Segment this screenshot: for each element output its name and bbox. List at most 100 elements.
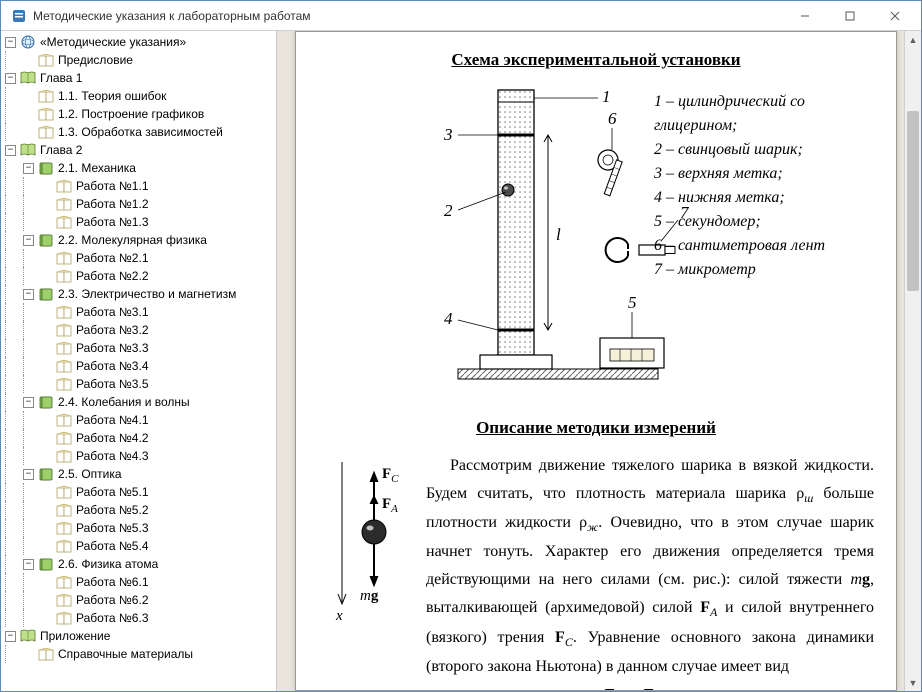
tree-item[interactable]: Работа №3.2 (1, 321, 276, 339)
scroll-down-arrow[interactable]: ▼ (905, 674, 921, 691)
pages-icon (56, 412, 72, 428)
tree-item[interactable]: Работа №3.3 (1, 339, 276, 357)
tree-item[interactable]: −2.5. Оптика (1, 465, 276, 483)
tree-item[interactable]: Работа №5.1 (1, 483, 276, 501)
scheme-legend: 1 – цилиндрический со глицерином; 2 – св… (654, 90, 874, 282)
tree-item[interactable]: Предисловие (1, 51, 276, 69)
tree-item[interactable]: − 2.4. Колебания и волны (1, 393, 276, 411)
tree-label: Работа №2.1 (76, 251, 149, 265)
tree-label: Работа №5.4 (76, 539, 149, 553)
tree-item[interactable]: − Приложение (1, 627, 276, 645)
tree-item[interactable]: Работа №5.3 (1, 519, 276, 537)
pages-icon (38, 106, 54, 122)
close-button[interactable] (872, 1, 917, 30)
tree-label: Глава 1 (40, 71, 82, 85)
svg-text:6: 6 (608, 109, 617, 128)
svg-text:3: 3 (443, 125, 453, 144)
tree-label: 2.1. Механика (58, 161, 136, 175)
tree-label: Приложение (40, 629, 110, 643)
tree-label: Справочные материалы (58, 647, 193, 661)
tree-item[interactable]: Работа №3.1 (1, 303, 276, 321)
tree-label: Работа №3.5 (76, 377, 149, 391)
maximize-button[interactable] (827, 1, 872, 30)
pages-icon (38, 646, 54, 662)
tree-item[interactable]: Справочные материалы (1, 645, 276, 663)
vertical-scrollbar[interactable]: ▲ ▼ (904, 31, 921, 691)
tree-label: Работа №1.3 (76, 215, 149, 229)
tree-toggle[interactable]: − (5, 37, 16, 48)
tree-item[interactable]: Работа №4.3 (1, 447, 276, 465)
book-icon (38, 286, 54, 302)
app-icon (11, 8, 27, 24)
pages-icon (56, 502, 72, 518)
tree-item[interactable]: Работа №4.1 (1, 411, 276, 429)
tree-label: Предисловие (58, 53, 133, 67)
tree-toggle[interactable]: − (23, 559, 34, 570)
pages-icon (56, 574, 72, 590)
tree-item[interactable]: −Глава 2 (1, 141, 276, 159)
tree-item[interactable]: Работа №2.1 (1, 249, 276, 267)
tree-item[interactable]: Работа №6.1 (1, 573, 276, 591)
tree-label: «Методические указания» (40, 35, 186, 49)
tree-item[interactable]: Работа №5.4 (1, 537, 276, 555)
tree-item[interactable]: Работа №4.2 (1, 429, 276, 447)
book-icon (20, 142, 36, 158)
book-icon (38, 232, 54, 248)
tree-toggle[interactable]: − (23, 469, 34, 480)
tree-label: Работа №2.2 (76, 269, 149, 283)
tree-label: 2.4. Колебания и волны (58, 395, 190, 409)
tree-item[interactable]: − 2.1. Механика (1, 159, 276, 177)
tree-item[interactable]: Работа №2.2 (1, 267, 276, 285)
pages-icon (56, 376, 72, 392)
tree-toggle[interactable]: − (5, 631, 16, 642)
titlebar: Методические указания к лабораторным раб… (1, 1, 921, 31)
tree-label: Работа №6.1 (76, 575, 149, 589)
tree-item[interactable]: Работа №3.5 (1, 375, 276, 393)
tree-item[interactable]: − 2.6. Физика атома (1, 555, 276, 573)
pages-icon (38, 88, 54, 104)
svg-text:4: 4 (444, 309, 453, 328)
tree-item[interactable]: 1.1. Теория ошибок (1, 87, 276, 105)
tree-sidebar[interactable]: −«Методические указания»Предисловие−Глав… (1, 31, 277, 691)
tree-item[interactable]: Работа №3.4 (1, 357, 276, 375)
document-page: Схема экспериментальной установки (295, 31, 897, 691)
tree-label: Работа №5.3 (76, 521, 149, 535)
svg-text:2: 2 (444, 201, 453, 220)
description-block: x FC FA (318, 452, 874, 681)
tree-toggle[interactable]: − (23, 397, 34, 408)
pages-icon (56, 214, 72, 230)
tree-item[interactable]: −2.2. Молекулярная физика (1, 231, 276, 249)
tree-item[interactable]: −2.3. Электричество и магнетизм (1, 285, 276, 303)
tree-item[interactable]: Работа №1.2 (1, 195, 276, 213)
tree-item[interactable]: Работа №1.3 (1, 213, 276, 231)
pages-icon (56, 196, 72, 212)
tree-label: 2.6. Физика атома (58, 557, 158, 571)
pages-icon (38, 124, 54, 140)
tree-toggle[interactable]: − (23, 163, 34, 174)
scroll-up-arrow[interactable]: ▲ (905, 31, 921, 48)
window-title: Методические указания к лабораторным раб… (33, 9, 782, 23)
pages-icon (56, 448, 72, 464)
tree-item[interactable]: 1.3. Обработка зависимостей (1, 123, 276, 141)
tree-label: 1.2. Построение графиков (58, 107, 204, 121)
tree-item[interactable]: − Глава 1 (1, 69, 276, 87)
pages-icon (56, 304, 72, 320)
tree-label: Работа №3.4 (76, 359, 149, 373)
tree-toggle[interactable]: − (23, 235, 34, 246)
tree-item[interactable]: Работа №6.2 (1, 591, 276, 609)
pages-icon (38, 52, 54, 68)
tree-item[interactable]: 1.2. Построение графиков (1, 105, 276, 123)
tree-item[interactable]: Работа №6.3 (1, 609, 276, 627)
pages-icon (56, 592, 72, 608)
tree-item[interactable]: − «Методические указания» (1, 33, 276, 51)
svg-text:5: 5 (628, 293, 637, 312)
tree-label: 1.1. Теория ошибок (58, 89, 166, 103)
minimize-button[interactable] (782, 1, 827, 30)
tree-toggle[interactable]: − (23, 289, 34, 300)
tree-toggle[interactable]: − (5, 145, 16, 156)
tree-item[interactable]: Работа №5.2 (1, 501, 276, 519)
scroll-thumb[interactable] (907, 111, 919, 291)
newton-formula: ma = mg + FA + FC , (318, 685, 874, 691)
tree-item[interactable]: Работа №1.1 (1, 177, 276, 195)
tree-toggle[interactable]: − (5, 73, 16, 84)
